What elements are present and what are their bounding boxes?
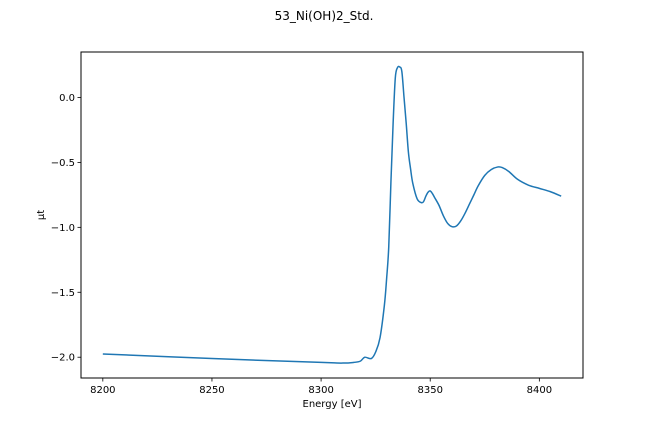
series-line bbox=[102, 65, 562, 364]
y-tick-label: 0.0 bbox=[59, 93, 75, 104]
x-tick-label: 8350 bbox=[417, 385, 442, 396]
plot-area bbox=[80, 51, 584, 379]
y-tick-label: −2.0 bbox=[51, 353, 75, 364]
x-tick-label: 8200 bbox=[90, 385, 115, 396]
x-axis: 8200 8250 8300 8350 8400 bbox=[90, 378, 552, 396]
chart-title: 53_Ni(OH)2_Std. bbox=[275, 9, 374, 23]
x-tick-label: 8400 bbox=[527, 385, 552, 396]
x-tick-label: 8300 bbox=[308, 385, 333, 396]
plot-frame bbox=[80, 51, 584, 379]
x-axis-label: Energy [eV] bbox=[303, 399, 362, 410]
y-axis: −2.0 −1.5 −1.0 −0.5 0.0 bbox=[51, 93, 81, 364]
x-tick-label: 8250 bbox=[199, 385, 224, 396]
y-tick-label: −1.0 bbox=[51, 223, 75, 234]
y-axis-label: μt bbox=[36, 210, 47, 220]
series-layer bbox=[102, 65, 562, 364]
y-tick-label: −1.5 bbox=[51, 288, 75, 299]
y-tick-label: −0.5 bbox=[51, 158, 75, 169]
